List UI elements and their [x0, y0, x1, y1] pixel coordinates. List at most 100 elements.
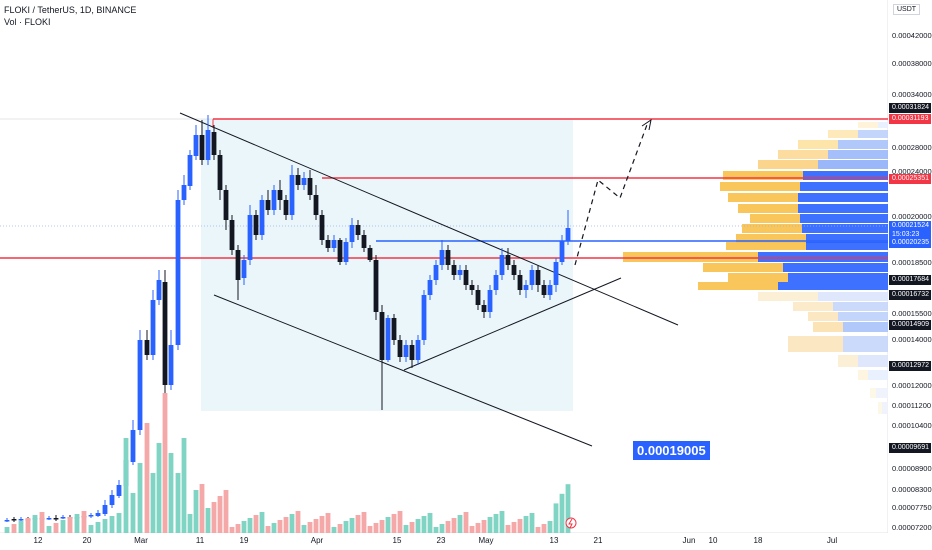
- volume-profile-bar: [878, 402, 882, 414]
- volume-profile-bar: [758, 252, 888, 262]
- candle-body: [319, 215, 325, 240]
- candle-body: [487, 290, 493, 312]
- volume-bar: [123, 438, 129, 533]
- candle-body: [229, 220, 235, 250]
- volume-bar: [130, 493, 136, 533]
- volume-profile-bar: [758, 160, 818, 169]
- candle-body: [168, 345, 174, 385]
- price-badge: 0.00009691: [889, 443, 931, 453]
- volume-bar: [355, 515, 361, 533]
- volume-profile-bar: [838, 140, 888, 149]
- candle-body: [307, 178, 313, 195]
- volume-profile-bar: [798, 140, 838, 149]
- volume-bar: [137, 463, 143, 533]
- currency-label[interactable]: USDT: [893, 4, 921, 15]
- price-axis[interactable]: 0.00042000 0.00038000 0.00034000 0.00028000…: [888, 0, 932, 532]
- candle-body: [53, 518, 59, 520]
- candle-body: [493, 275, 499, 290]
- candle-body: [109, 495, 115, 505]
- price-badge: 0.00016732: [889, 290, 931, 300]
- volume-profile-bar: [828, 130, 858, 138]
- lightning-icon: [568, 518, 573, 529]
- volume-profile-bar: [736, 234, 806, 243]
- volume-bar: [493, 514, 499, 533]
- volume-profile-bar: [858, 370, 868, 380]
- volume-profile-bar: [870, 388, 876, 398]
- volume-bar: [199, 484, 205, 533]
- candle-body: [409, 345, 415, 360]
- candle-body: [223, 190, 229, 220]
- candle-body: [469, 285, 475, 290]
- volume-profile-bar: [623, 252, 758, 262]
- volume-bar: [379, 520, 385, 533]
- time-tick-label: 13: [549, 536, 559, 545]
- time-tick-label: May: [478, 536, 494, 545]
- volume-profile-bar: [838, 355, 858, 367]
- candle-body: [511, 265, 517, 275]
- price-badge: 0.00031824: [889, 103, 931, 113]
- volume-bar: [553, 503, 559, 533]
- candle-body: [457, 270, 463, 275]
- volume-profile-bar: [882, 402, 888, 414]
- candle-body: [199, 135, 205, 160]
- candle-body: [433, 265, 439, 280]
- candle-body: [367, 248, 373, 260]
- volume-bar: [187, 514, 193, 533]
- volume-profile-bar: [858, 122, 878, 128]
- volume-bar: [397, 511, 403, 533]
- candle-body: [289, 175, 295, 215]
- volume-profile-bar: [808, 312, 838, 321]
- projection-arrowhead: [641, 118, 652, 131]
- volume-bar: [277, 520, 283, 533]
- candle-body: [235, 250, 241, 280]
- time-axis[interactable]: 12 20 Mar 11 19 Apr 15 23 May 13 21 Jun 10 18 Jul: [0, 533, 888, 550]
- candle-body: [247, 215, 253, 260]
- candle-body: [137, 340, 143, 430]
- volume-bar: [445, 521, 451, 533]
- volume-bar: [373, 523, 379, 533]
- volume-profile-bar: [818, 160, 888, 169]
- candle-body: [116, 485, 122, 496]
- volume-profile-bar: [843, 322, 888, 332]
- volume-profile-bar: [813, 322, 843, 332]
- volume-profile-bar: [728, 193, 798, 202]
- volume-bar: [223, 490, 229, 533]
- candle-body: [349, 225, 355, 242]
- volume-profile-bar: [806, 234, 888, 243]
- volume-bar: [517, 519, 523, 533]
- time-tick-label: Apr: [310, 536, 324, 545]
- volume-profile-bar: [858, 355, 888, 367]
- price-tick-label: 0.00028000: [892, 143, 932, 152]
- price-badge: 0.00014909: [889, 320, 931, 330]
- price-chart[interactable]: [0, 0, 888, 533]
- volume-bar: [283, 517, 289, 533]
- descending-trendline: [179, 112, 679, 326]
- candle-body: [181, 185, 187, 200]
- volume-bar: [487, 517, 493, 533]
- volume-bar: [433, 527, 439, 533]
- candle-body: [150, 300, 156, 355]
- volume-bar: [481, 520, 487, 533]
- volume-profile-bar: [798, 204, 888, 213]
- candle-body: [18, 519, 24, 521]
- volume-profile-bar: [720, 182, 800, 191]
- volume-profile-bar: [778, 150, 828, 159]
- volume-profile-bar: [798, 193, 888, 202]
- volume-bar: [253, 515, 259, 533]
- candle-body: [265, 200, 271, 210]
- volume-profile-bar: [793, 302, 833, 311]
- volume-bar: [427, 513, 433, 533]
- price-tick-label: 0.00007200: [892, 523, 932, 532]
- volume-bar: [4, 527, 10, 533]
- candle-body: [517, 275, 523, 290]
- candle-body: [331, 240, 337, 248]
- candle-body: [475, 290, 481, 305]
- volume-profile-bar: [806, 242, 888, 250]
- volume-bar: [271, 523, 277, 533]
- price-badge: 15:03:23: [889, 230, 931, 240]
- volume-profile-bar: [800, 182, 888, 191]
- price-tick-label: 0.00042000: [892, 31, 932, 40]
- volume-profile-bar: [726, 242, 806, 250]
- volume-profile-bar: [828, 150, 888, 159]
- candle-body: [130, 430, 136, 462]
